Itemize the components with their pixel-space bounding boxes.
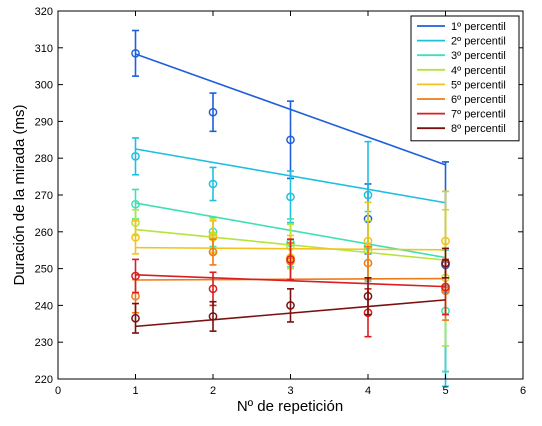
data-point — [363, 258, 373, 268]
x-tick-label: 5 — [442, 385, 448, 397]
x-tick-label: 3 — [287, 385, 293, 397]
legend-entry-label: 2º percentil — [451, 36, 506, 48]
y-tick-label: 280 — [35, 153, 53, 165]
data-point — [286, 255, 295, 264]
legend-entry-label: 3º percentil — [451, 50, 506, 62]
data-point — [131, 48, 140, 58]
x-tick-label: 4 — [365, 385, 371, 397]
legend-box — [410, 15, 520, 142]
data-point — [208, 179, 218, 189]
y-tick-label: 300 — [35, 80, 53, 92]
y-tick-label: 290 — [35, 116, 53, 128]
data-point — [286, 135, 295, 145]
data-point — [131, 271, 140, 281]
data-point — [208, 107, 218, 117]
y-tick-label: 310 — [35, 43, 53, 55]
legend-entry-label: 6º percentil — [451, 94, 506, 106]
legend-entry-label: 7º percentil — [451, 109, 506, 121]
data-point — [208, 247, 218, 257]
y-tick-label: 260 — [35, 227, 53, 239]
data-point — [363, 236, 373, 246]
legend-entry-label: 4º percentil — [451, 65, 506, 77]
data-point — [131, 152, 140, 161]
x-axis-label: Nº de repetición — [237, 398, 343, 415]
y-tick-label: 240 — [35, 300, 53, 312]
data-point — [208, 284, 218, 294]
data-point — [363, 190, 373, 200]
series-layer — [131, 29, 450, 388]
y-tick-label: 220 — [35, 374, 53, 386]
x-tick-label: 0 — [55, 385, 61, 397]
y-axis-label: Duración de la mirada (ms) — [11, 105, 28, 286]
data-point — [441, 236, 450, 246]
legend-entry-label: 8º percentil — [451, 123, 506, 135]
series-7 — [131, 238, 450, 338]
y-tick-label: 230 — [35, 337, 53, 349]
data-point — [131, 313, 140, 323]
data-point — [131, 232, 140, 242]
legend-entry-label: 1º percentil — [451, 21, 506, 33]
legend: 1º percentil 2º percentil 3º percentil 4º p… — [410, 15, 520, 142]
series-8 — [131, 247, 450, 334]
data-point — [441, 282, 450, 292]
data-point — [208, 312, 218, 321]
data-point — [131, 199, 140, 209]
x-tick-label: 1 — [132, 385, 138, 397]
x-tick-label: 2 — [210, 385, 216, 397]
fit-line — [135, 274, 446, 288]
y-tick-label: 320 — [35, 6, 53, 18]
x-tick-label: 6 — [520, 385, 526, 397]
y-tick-label: 250 — [35, 264, 53, 276]
data-point — [286, 301, 295, 310]
data-point — [286, 192, 295, 202]
legend-entry-label: 5º percentil — [451, 79, 506, 91]
data-point — [363, 291, 373, 301]
data-point — [441, 258, 450, 268]
y-tick-label: 270 — [35, 190, 53, 202]
axes-layer: 0 1 2 3 4 5 6 220 230 240 250 260 270 280 290 300 310 320 — [35, 6, 526, 397]
